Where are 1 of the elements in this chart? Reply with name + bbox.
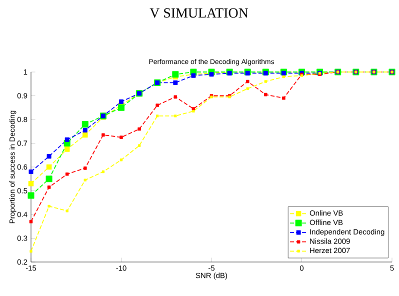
text: V SIMULATION	[150, 8, 248, 18]
